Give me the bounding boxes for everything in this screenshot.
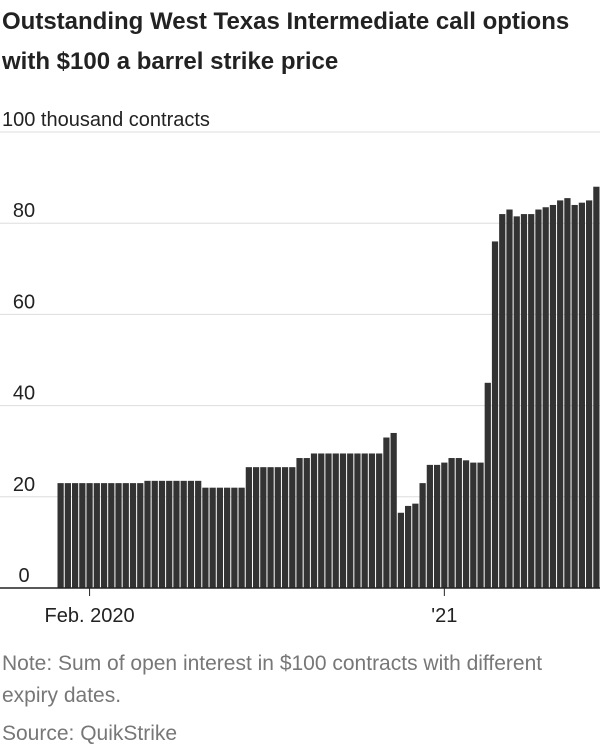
bar xyxy=(578,202,586,588)
bar xyxy=(441,462,448,588)
bar xyxy=(187,480,195,588)
bar xyxy=(571,204,578,588)
bar xyxy=(325,453,332,588)
bar xyxy=(93,483,100,588)
bar xyxy=(484,382,491,588)
bar xyxy=(564,198,571,588)
bar xyxy=(64,483,71,588)
bar xyxy=(513,216,520,589)
bar xyxy=(542,207,549,589)
bar xyxy=(332,453,339,588)
bar xyxy=(383,437,390,588)
bar xyxy=(520,214,528,588)
bar xyxy=(281,467,289,588)
bar xyxy=(57,483,64,588)
y-tick-label: 20 xyxy=(13,474,35,496)
bar xyxy=(137,483,144,588)
bar xyxy=(122,483,129,588)
bar xyxy=(405,505,412,588)
bar xyxy=(289,467,296,588)
source: Source: QuikStrike xyxy=(2,722,178,745)
bar xyxy=(245,467,252,588)
bar xyxy=(361,453,368,588)
bar xyxy=(173,480,180,588)
x-tick-label: '21 xyxy=(431,605,457,627)
bar xyxy=(274,467,281,588)
bar xyxy=(593,186,600,588)
bar xyxy=(260,467,267,588)
bar xyxy=(419,483,426,588)
bar xyxy=(390,432,397,588)
bar xyxy=(433,464,441,588)
bar xyxy=(151,480,158,588)
chart-title: Outstanding West Texas Intermediate call… xyxy=(2,8,570,75)
bar xyxy=(158,480,166,588)
bar xyxy=(491,241,499,588)
bar xyxy=(79,483,86,588)
bar xyxy=(296,458,303,588)
bar xyxy=(310,453,318,588)
bar xyxy=(499,214,506,588)
bar xyxy=(455,458,462,588)
bar xyxy=(477,462,484,588)
y-tick-label: 0 xyxy=(18,565,29,587)
y-tick-label: 100 thousand contracts xyxy=(2,109,210,131)
bar xyxy=(166,480,173,588)
y-tick-label: 40 xyxy=(13,383,35,405)
bar xyxy=(86,483,93,588)
bar xyxy=(426,464,433,588)
bar xyxy=(368,453,376,588)
bar xyxy=(71,483,79,588)
bar xyxy=(115,483,122,588)
bar xyxy=(376,453,383,588)
bar xyxy=(252,467,260,588)
bar xyxy=(535,209,542,588)
bar xyxy=(354,453,361,588)
bar xyxy=(339,453,347,588)
bar xyxy=(470,462,477,588)
bar xyxy=(448,458,455,588)
bar xyxy=(318,453,325,588)
note: Note: Sum of open interest in $100 contr… xyxy=(2,652,543,707)
bar xyxy=(557,200,564,588)
bar xyxy=(231,487,238,588)
bar xyxy=(586,200,593,588)
bar xyxy=(202,487,209,588)
bar xyxy=(347,453,354,588)
bar xyxy=(209,487,216,588)
bar xyxy=(528,214,535,588)
bar xyxy=(549,204,557,588)
bar xyxy=(108,483,115,588)
bar xyxy=(216,487,224,588)
bar xyxy=(100,483,108,588)
bar xyxy=(506,209,513,588)
bar xyxy=(144,480,151,588)
y-tick-label: 60 xyxy=(13,291,35,313)
x-tick-label: Feb. 2020 xyxy=(45,605,135,627)
bar xyxy=(180,480,187,588)
bar xyxy=(397,512,405,588)
bar xyxy=(412,503,419,588)
bar xyxy=(462,460,470,588)
bar xyxy=(267,467,274,588)
bar xyxy=(195,480,202,588)
bar xyxy=(303,458,310,588)
bar xyxy=(129,483,137,588)
bar xyxy=(224,487,231,588)
y-tick-label: 80 xyxy=(13,200,35,222)
bar xyxy=(238,487,245,588)
